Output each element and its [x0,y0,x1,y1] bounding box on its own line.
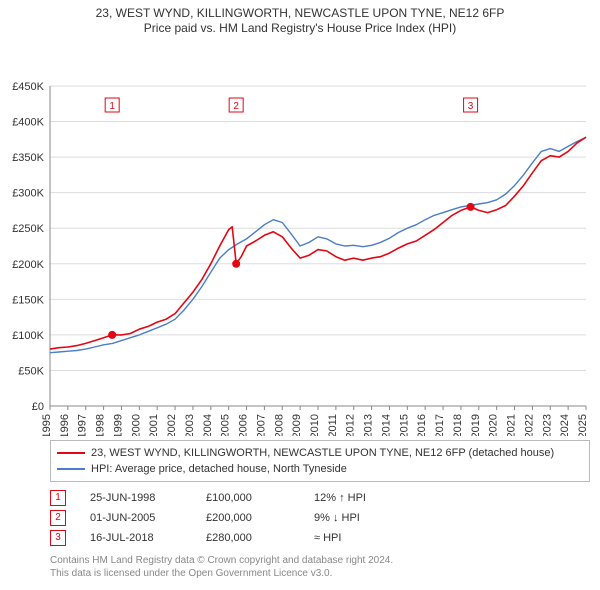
event-date-2: 01-JUN-2005 [90,512,182,524]
attribution-line-1: Contains HM Land Registry data © Crown c… [50,554,590,567]
svg-text:2018: 2018 [452,414,464,436]
event-row-1: 1 25-JUN-1998 £100,000 12% ↑ HPI [50,488,590,508]
title-line-1: 23, WEST WYND, KILLINGWORTH, NEWCASTLE U… [0,6,600,21]
svg-text:2007: 2007 [255,414,267,436]
event-row-2: 2 01-JUN-2005 £200,000 9% ↓ HPI [50,508,590,528]
svg-text:2: 2 [233,101,239,112]
legend-label-property: 23, WEST WYND, KILLINGWORTH, NEWCASTLE U… [91,447,554,459]
svg-text:3: 3 [468,101,474,112]
legend-item-hpi: HPI: Average price, detached house, Nort… [57,461,583,477]
svg-text:1997: 1997 [77,414,89,436]
svg-text:1995: 1995 [41,414,53,436]
attribution: Contains HM Land Registry data © Crown c… [50,554,590,580]
svg-text:£450K: £450K [12,81,44,93]
svg-text:2002: 2002 [166,414,178,436]
svg-text:2008: 2008 [273,414,285,436]
svg-text:2009: 2009 [291,414,303,436]
svg-text:2005: 2005 [220,414,232,436]
svg-text:2017: 2017 [434,414,446,436]
svg-text:£350K: £350K [12,152,44,164]
svg-text:1996: 1996 [59,414,71,436]
svg-text:£50K: £50K [18,365,44,377]
svg-text:2022: 2022 [523,414,535,436]
svg-text:2010: 2010 [309,414,321,436]
svg-text:2011: 2011 [327,414,339,436]
svg-text:£300K: £300K [12,188,44,200]
event-delta-3: ≈ HPI [314,532,404,544]
event-delta-1: 12% ↑ HPI [314,492,404,504]
legend-swatch-hpi [57,468,85,470]
event-price-3: £280,000 [206,532,290,544]
svg-text:2021: 2021 [506,414,518,436]
svg-text:2001: 2001 [148,414,160,436]
event-row-3: 3 16-JUL-2018 £280,000 ≈ HPI [50,528,590,548]
attribution-line-2: This data is licensed under the Open Gov… [50,567,590,580]
svg-text:1: 1 [109,101,115,112]
event-marker-3: 3 [50,530,66,546]
legend: 23, WEST WYND, KILLINGWORTH, NEWCASTLE U… [50,440,590,482]
svg-text:£200K: £200K [12,259,44,271]
svg-text:2006: 2006 [238,414,250,436]
legend-label-hpi: HPI: Average price, detached house, Nort… [91,463,347,475]
svg-text:£400K: £400K [12,117,44,129]
svg-text:2023: 2023 [541,414,553,436]
title-line-2: Price paid vs. HM Land Registry's House … [0,21,600,36]
svg-text:2000: 2000 [130,414,142,436]
svg-text:£100K: £100K [12,330,44,342]
svg-text:2013: 2013 [363,414,375,436]
event-delta-2: 9% ↓ HPI [314,512,404,524]
event-price-1: £100,000 [206,492,290,504]
event-table: 1 25-JUN-1998 £100,000 12% ↑ HPI 2 01-JU… [50,488,590,548]
svg-text:2025: 2025 [577,414,589,436]
svg-text:2012: 2012 [345,414,357,436]
svg-text:2019: 2019 [470,414,482,436]
svg-text:£250K: £250K [12,223,44,235]
svg-text:£150K: £150K [12,294,44,306]
svg-text:2020: 2020 [488,414,500,436]
event-marker-1: 1 [50,490,66,506]
svg-text:2003: 2003 [184,414,196,436]
legend-swatch-property [57,452,85,454]
svg-text:1998: 1998 [95,414,107,436]
svg-text:1999: 1999 [112,414,124,436]
svg-text:2015: 2015 [398,414,410,436]
event-date-3: 16-JUL-2018 [90,532,182,544]
event-date-1: 25-JUN-1998 [90,492,182,504]
event-price-2: £200,000 [206,512,290,524]
legend-item-property: 23, WEST WYND, KILLINGWORTH, NEWCASTLE U… [57,445,583,461]
svg-text:2014: 2014 [380,414,392,436]
event-marker-2: 2 [50,510,66,526]
price-chart: £0 £50K £100K £150K £200K £250K £300K £350K £400… [0,36,600,436]
svg-text:£0: £0 [32,401,44,413]
svg-text:2024: 2024 [559,414,571,436]
svg-text:2004: 2004 [202,414,214,436]
svg-text:2016: 2016 [416,414,428,436]
